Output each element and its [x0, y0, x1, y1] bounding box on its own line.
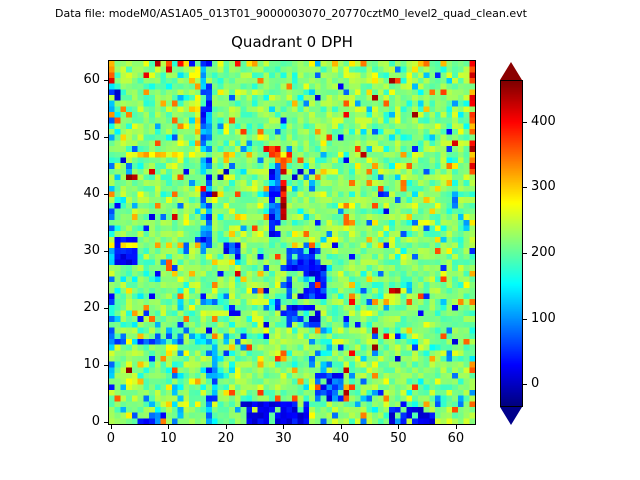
x-tick-label: 40	[332, 431, 350, 446]
y-tick-mark	[104, 79, 108, 81]
x-tick-mark	[455, 425, 457, 429]
colorbar-tick-label: 400	[531, 113, 556, 129]
colorbar	[500, 80, 523, 407]
y-tick-mark	[104, 308, 108, 310]
chart-title: Quadrant 0 DPH	[231, 33, 353, 51]
colorbar-tick-mark	[523, 384, 527, 386]
y-tick-mark	[104, 365, 108, 367]
colorbar-tick-mark	[523, 121, 527, 123]
y-tick-mark	[104, 136, 108, 138]
x-tick-label: 0	[106, 431, 116, 446]
y-tick-mark	[104, 251, 108, 253]
y-tick-label: 50	[83, 128, 100, 144]
colorbar-tick-label: 100	[531, 310, 556, 326]
y-tick-label: 40	[83, 186, 100, 202]
x-tick-label: 30	[275, 431, 292, 446]
x-tick-mark	[110, 425, 112, 429]
colorbar-tick-mark	[523, 187, 527, 189]
x-tick-label: 20	[217, 431, 235, 446]
y-tick-mark	[104, 194, 108, 196]
colorbar-gradient-canvas	[501, 81, 522, 406]
colorbar-extend-max-arrow	[500, 62, 522, 80]
y-tick-label: 30	[83, 243, 100, 259]
y-tick-label: 20	[83, 300, 100, 316]
y-tick-mark	[104, 422, 108, 424]
x-tick-mark	[340, 425, 342, 429]
x-tick-label: 50	[390, 431, 407, 446]
y-tick-label: 60	[83, 71, 100, 87]
y-tick-label: 10	[83, 357, 100, 373]
x-tick-label: 10	[160, 431, 177, 446]
colorbar-extend-min-arrow	[500, 407, 522, 425]
heatmap-plot-area	[108, 60, 476, 425]
x-tick-mark	[225, 425, 227, 429]
colorbar-tick-mark	[523, 252, 527, 254]
colorbar-tick-label: 200	[531, 244, 556, 260]
colorbar-tick-mark	[523, 318, 527, 320]
x-tick-mark	[398, 425, 400, 429]
colorbar-tick-label: 300	[531, 179, 556, 195]
heatmap-canvas	[109, 61, 475, 424]
colorbar-tick-label: 0	[531, 376, 540, 392]
y-tick-label: 0	[91, 414, 100, 430]
x-tick-mark	[168, 425, 170, 429]
data-file-label: Data file: modeM0/AS1A05_013T01_90000030…	[55, 7, 527, 20]
x-tick-mark	[283, 425, 285, 429]
x-tick-label: 60	[447, 431, 465, 446]
